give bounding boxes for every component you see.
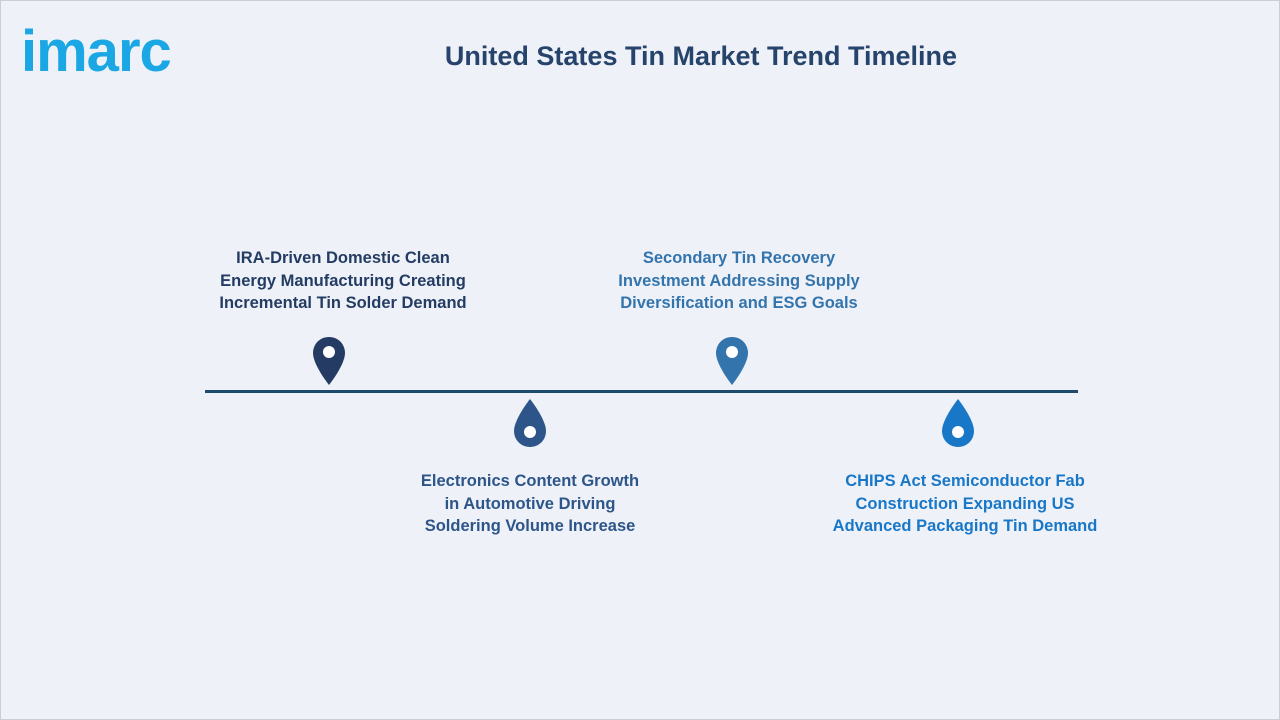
map-pin-icon bbox=[716, 337, 748, 385]
imarc-logo: imarc bbox=[21, 19, 172, 83]
event-line: in Automotive Driving bbox=[444, 494, 616, 513]
event-ira-clean-energy: IRA-Driven Domestic Clean Energy Manufac… bbox=[193, 247, 493, 315]
event-line: Incremental Tin Solder Demand bbox=[219, 294, 467, 312]
event-line: Soldering Volume Increase bbox=[424, 517, 636, 535]
logo-text: imarc bbox=[21, 19, 171, 83]
event-electronics-automotive: Electronics Content Growth in Automotive… bbox=[380, 470, 680, 538]
event-line: IRA-Driven Domestic Clean bbox=[236, 249, 450, 267]
event-secondary-tin-recovery: Secondary Tin Recovery Investment Addres… bbox=[589, 247, 889, 315]
event-line: Advanced Packaging Tin Demand bbox=[832, 517, 1098, 535]
event-line: Secondary Tin Recovery bbox=[642, 249, 836, 267]
map-pin-icon bbox=[313, 337, 345, 385]
event-chips-act: CHIPS Act Semiconductor Fab Construction… bbox=[815, 470, 1115, 538]
event-line: Investment Addressing Supply bbox=[618, 271, 860, 290]
event-line: CHIPS Act Semiconductor Fab bbox=[845, 472, 1085, 490]
event-line: Electronics Content Growth bbox=[420, 472, 640, 490]
timeline-line bbox=[205, 390, 1078, 393]
event-line: Construction Expanding US bbox=[855, 494, 1075, 513]
drop-marker-icon bbox=[942, 399, 974, 447]
drop-marker-icon bbox=[514, 399, 546, 447]
page-title: United States Tin Market Trend Timeline bbox=[444, 41, 958, 71]
event-line: Diversification and ESG Goals bbox=[620, 294, 858, 312]
event-line: Energy Manufacturing Creating bbox=[220, 271, 466, 290]
